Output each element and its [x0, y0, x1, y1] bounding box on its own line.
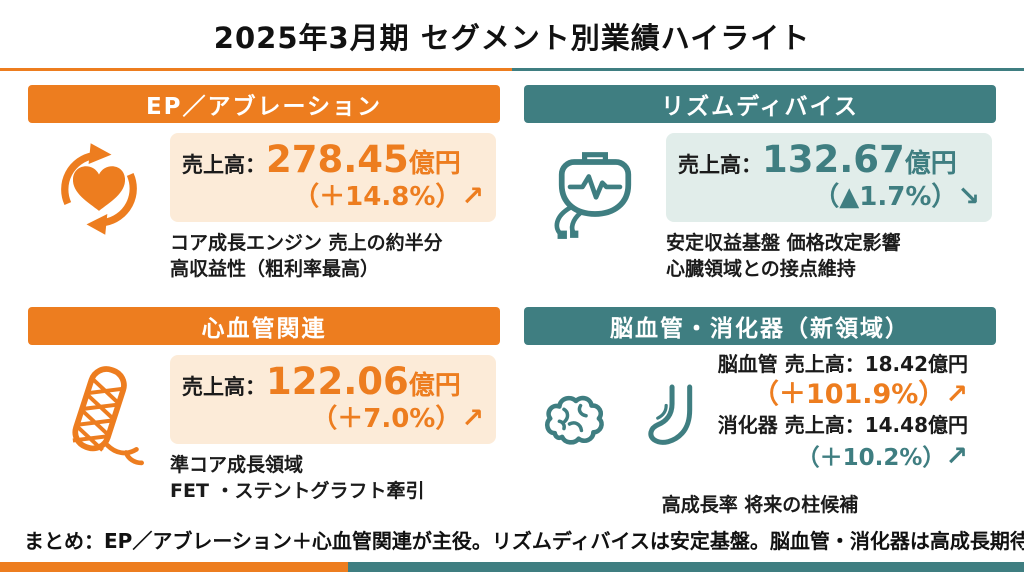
rhythm-header: リズムディバイス — [524, 85, 996, 123]
brain-icon — [544, 395, 604, 445]
segment-grid: EP／アブレーション 売上高： 278.45 億円 （＋14.8%）↗ — [0, 71, 1024, 523]
neuro-gi-icons — [524, 351, 714, 486]
page-title: 2025年3月期 セグメント別業績ハイライト — [213, 21, 811, 55]
gi-sales-change: （＋10.2%） — [796, 444, 946, 471]
stomach-icon — [648, 384, 693, 445]
ep-note-2: 高収益性（粗利率最高） — [170, 258, 380, 281]
footer-bar-orange — [0, 562, 349, 572]
card-cardiovascular: 心血管関連 売上高： 122.06 億円 — [28, 307, 500, 517]
footer-bar-teal — [348, 562, 1024, 572]
ep-sales-box: 売上高： 278.45 億円 （＋14.8%）↗ — [170, 133, 496, 222]
pacemaker-icon — [554, 152, 632, 239]
footer-bar — [0, 562, 1024, 572]
neuro-gi-note: 高成長率 将来の柱候補 — [661, 494, 859, 516]
pacemaker-icon — [524, 133, 666, 295]
gi-sales-line: 消化器 売上高：14.48億円 — [717, 412, 968, 437]
ep-note-1: コア成長エンジン 売上の約半分 — [170, 231, 443, 254]
cardio-sales-unit: 億円 — [408, 371, 461, 401]
rhythm-note-2: 心臓領域との接点維持 — [666, 258, 856, 281]
ep-sales-label: 売上高： — [182, 153, 266, 177]
card-ep-ablation: EP／アブレーション 売上高： 278.45 億円 （＋14.8%）↗ — [28, 85, 500, 295]
cardio-note-2: FET ・ステントグラフト牽引 — [170, 480, 425, 503]
stent-icon — [28, 355, 170, 517]
cardio-sales-box: 売上高： 122.06 億円 （＋7.0%）↗ — [170, 355, 496, 444]
ep-header: EP／アブレーション — [28, 85, 500, 123]
neuro-sales-line: 脳血管 売上高：18.42億円 — [717, 352, 968, 376]
cardio-up-arrow-icon: ↗ — [461, 402, 484, 434]
heart-cycle-icon — [61, 143, 137, 235]
rhythm-sales-change: （▲1.7%） — [813, 181, 958, 212]
summary-text: まとめ：EP／アブレーション＋心血管関連が主役。リズムディバイスは安定基盤。脳血… — [24, 529, 1024, 553]
neuro-sales-change: （＋101.9%） — [751, 379, 946, 410]
cardio-sales-amount: 122.06 — [266, 360, 409, 403]
card-rhythm-device: リズムディバイス 売上高： 132.67 億円 — [524, 85, 996, 295]
gi-up-arrow-icon: ↗ — [945, 440, 968, 472]
title-divider — [0, 68, 1024, 71]
rhythm-sales-box: 売上高： 132.67 億円 （▲1.7%）↘ — [666, 133, 992, 222]
cardio-note-1: 準コア成長領域 — [170, 453, 304, 476]
cardio-sales-change: （＋7.0%） — [311, 403, 462, 434]
neuro-gi-header: 脳血管・消化器（新領域） — [524, 307, 996, 345]
rhythm-sales-amount: 132.67 — [762, 138, 905, 181]
cardio-header: 心血管関連 — [28, 307, 500, 345]
rhythm-note-1: 安定収益基盤 価格改定影響 — [666, 231, 901, 254]
rhythm-down-arrow-icon: ↘ — [957, 180, 980, 212]
rhythm-sales-label: 売上高： — [678, 153, 762, 177]
cardio-sales-label: 売上高： — [182, 375, 266, 399]
heart-cycle-icon — [28, 133, 170, 295]
rhythm-sales-unit: 億円 — [904, 149, 957, 179]
stent-icon — [72, 366, 144, 466]
ep-sales-unit: 億円 — [408, 149, 461, 179]
neuro-gi-stats: 脳血管 売上高：18.42億円 （＋101.9%）↗ 消化器 売上高：14.48… — [714, 351, 996, 486]
ep-up-arrow-icon: ↗ — [461, 180, 484, 212]
ep-sales-amount: 278.45 — [266, 138, 409, 181]
card-neuro-gi: 脳血管・消化器（新領域） 脳血管 売上高：18.42億円 （＋101.9%）↗ … — [524, 307, 996, 517]
neuro-up-arrow-icon: ↗ — [945, 379, 968, 410]
ep-sales-change: （＋14.8%） — [293, 181, 462, 212]
